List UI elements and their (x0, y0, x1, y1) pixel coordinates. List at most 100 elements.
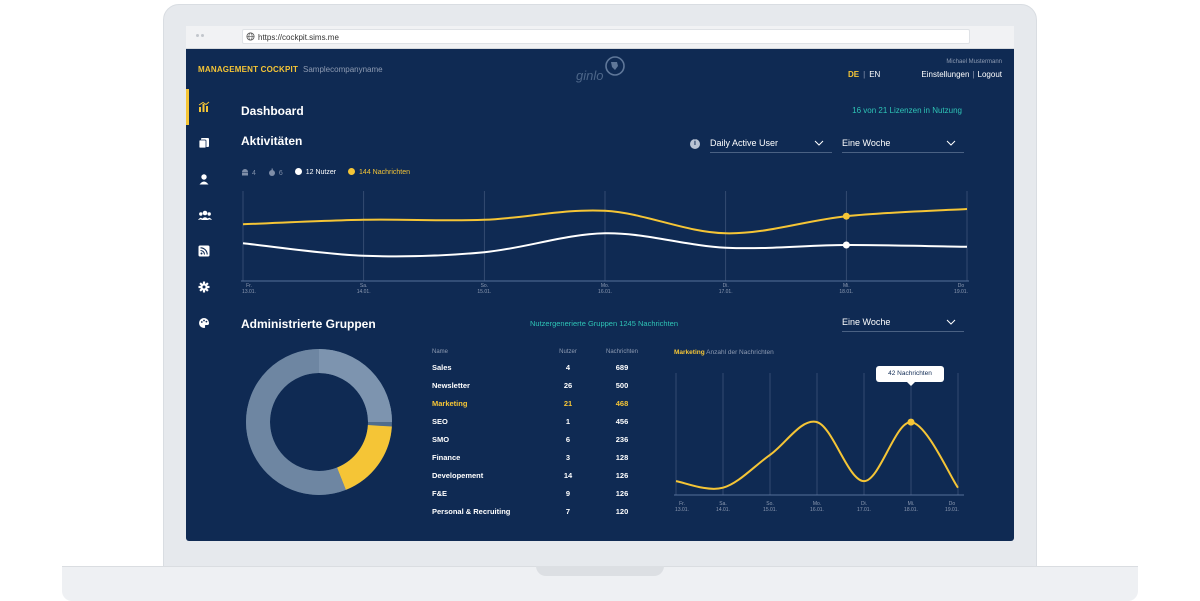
table-cell-users: 6 (565, 435, 571, 444)
sidebar-item-design[interactable] (186, 305, 218, 341)
column-header-messages[interactable]: Nachrichten (605, 349, 638, 355)
x-tick-label: Di. 17.01. (718, 283, 733, 295)
legend-users[interactable]: 12 Nutzer (294, 168, 337, 176)
license-usage: 16 von 21 Lizenzen in Nutzung (852, 106, 962, 115)
legend-messages-label: 144 Nachrichten (359, 169, 411, 176)
info-icon[interactable]: i (690, 139, 700, 149)
sidebar-item-user[interactable] (186, 161, 218, 197)
table-row[interactable]: F&E 9 126 (432, 489, 648, 507)
laptop-notch (536, 566, 664, 576)
sidebar-item-channels[interactable] (186, 233, 218, 269)
table-cell-messages: 689 (615, 363, 629, 372)
x-tick-label: So. 15.01. (477, 283, 492, 295)
table-cell-name: Newsletter (432, 381, 470, 390)
table-cell-users: 4 (565, 363, 571, 372)
metric-select-value: Daily Active User (710, 138, 779, 148)
url-text: https://cockpit.sims.me (258, 33, 339, 42)
sidebar-item-settings[interactable] (186, 269, 218, 305)
marketing-chart-legend: Marketing Anzahl der Nachrichten (674, 349, 774, 356)
column-header-name[interactable]: Name (432, 349, 449, 355)
table-cell-messages: 126 (615, 489, 629, 498)
x-tick-label: Do 19.01. (945, 501, 959, 513)
users-icon (198, 210, 212, 220)
range-select-activities[interactable]: Eine Woche (842, 137, 964, 153)
x-tick-label: Do 19.01. (954, 283, 968, 295)
table-row[interactable]: Personal & Recruiting 7 120 (432, 507, 648, 525)
legend-android: 4 (241, 168, 256, 177)
table-row[interactable]: Newsletter 26 500 (432, 381, 648, 399)
table-row[interactable]: SEO 1 456 (432, 417, 648, 435)
chevron-down-icon (946, 140, 956, 146)
series-point-highlight[interactable] (842, 212, 850, 220)
table-cell-users: 1 (565, 417, 571, 426)
table-cell-users: 14 (563, 471, 573, 480)
x-tick-label: So. 15.01. (763, 501, 777, 513)
series-point-highlight[interactable] (842, 241, 850, 249)
table-cell-users: 21 (563, 399, 573, 408)
settings-link[interactable]: Einstellungen (921, 70, 970, 79)
table-row[interactable]: Marketing 21 468 (432, 399, 648, 417)
table-cell-messages: 236 (615, 435, 629, 444)
table-cell-users: 7 (565, 507, 571, 516)
ginlo-logo: ginlo (576, 56, 625, 83)
legend-apple-count: 6 (278, 170, 283, 177)
sidebar-item-groups[interactable] (186, 197, 218, 233)
table-body: Sales 4 689 Newsletter 26 500 Marketing 21 468 SE… (432, 363, 648, 525)
legend-messages[interactable]: 144 Nachrichten (348, 168, 410, 176)
user-name: Michael Mustermann (946, 59, 1002, 65)
column-header-users[interactable]: Nutzer (559, 349, 577, 355)
activities-title: Aktivitäten (241, 134, 303, 148)
header-links: Einstellungen | Logout (921, 70, 1002, 79)
sidebar (186, 89, 218, 349)
table-cell-name: SMO (432, 435, 450, 444)
range-select-groups[interactable]: Eine Woche (842, 316, 964, 332)
chart-tooltip: 42 Nachrichten (876, 366, 944, 386)
address-bar[interactable]: https://cockpit.sims.me (242, 29, 970, 44)
activity-x-labels: Fr. 13.01. Sa. 14.01. So. 15.01. Mo. 16.01. Di. 1… (241, 283, 971, 297)
table-cell-messages: 456 (615, 417, 629, 426)
table-row[interactable]: Sales 4 689 (432, 363, 648, 381)
marketing-line-chart (674, 373, 964, 496)
series-point-highlight[interactable] (907, 418, 915, 426)
sidebar-item-statistics[interactable] (186, 89, 218, 125)
link-separator: | (972, 70, 975, 79)
table-cell-name: Sales (432, 363, 452, 372)
logout-link[interactable]: Logout (977, 70, 1002, 79)
browser-toolbar: https://cockpit.sims.me (186, 26, 1014, 55)
table-row[interactable]: SMO 6 236 (432, 435, 648, 453)
legend-users-dot (294, 168, 302, 175)
table-cell-messages: 126 (615, 471, 629, 480)
legend-users-label: 12 Nutzer (305, 169, 337, 176)
x-tick-label: Mo. 16.01. (810, 501, 824, 513)
groups-table: Name Nutzer Nachrichten Sales 4 689 Newslet… (432, 349, 648, 525)
globe-icon (246, 32, 255, 41)
window-controls[interactable] (196, 34, 210, 55)
legend-apple: 6 (268, 168, 283, 177)
table-cell-name: Personal & Recruiting (432, 507, 511, 516)
lang-de-link[interactable]: DE (848, 70, 860, 79)
lang-en-link[interactable]: EN (869, 70, 881, 79)
gear-icon (198, 281, 210, 293)
donut-slice-shade (318, 349, 392, 423)
chevron-down-icon (946, 319, 956, 325)
documents-icon (198, 138, 209, 149)
metric-select[interactable]: Daily Active User (710, 137, 832, 153)
table-cell-name: Developement (432, 471, 484, 480)
table-row[interactable]: Developement 14 126 (432, 471, 648, 489)
x-tick-label: Sa. 14.01. (356, 283, 371, 295)
range-select-value: Eine Woche (842, 138, 891, 148)
table-cell-users: 9 (565, 489, 571, 498)
rss-icon (198, 245, 210, 257)
sidebar-item-documents[interactable] (186, 125, 218, 161)
legend-messages-dot (348, 168, 356, 175)
table-row[interactable]: Finance 3 128 (432, 453, 648, 471)
groups-title: Administrierte Gruppen (241, 317, 376, 331)
user-icon (199, 174, 209, 185)
marketing-x-labels: Fr. 13.01. Sa. 14.01. So. 15.01. Mo. 16.01. Di. 1… (674, 501, 964, 521)
app-brand: MANAGEMENT COCKPIT (198, 65, 299, 74)
activity-legend: 4 6 12 Nutzer 144 Nachrichten (241, 168, 420, 178)
table-cell-name: SEO (432, 417, 448, 426)
table-header: Name Nutzer Nachrichten (432, 349, 648, 363)
chevron-down-icon (814, 140, 824, 146)
x-tick-label: Fr. 13.01. (675, 501, 689, 513)
